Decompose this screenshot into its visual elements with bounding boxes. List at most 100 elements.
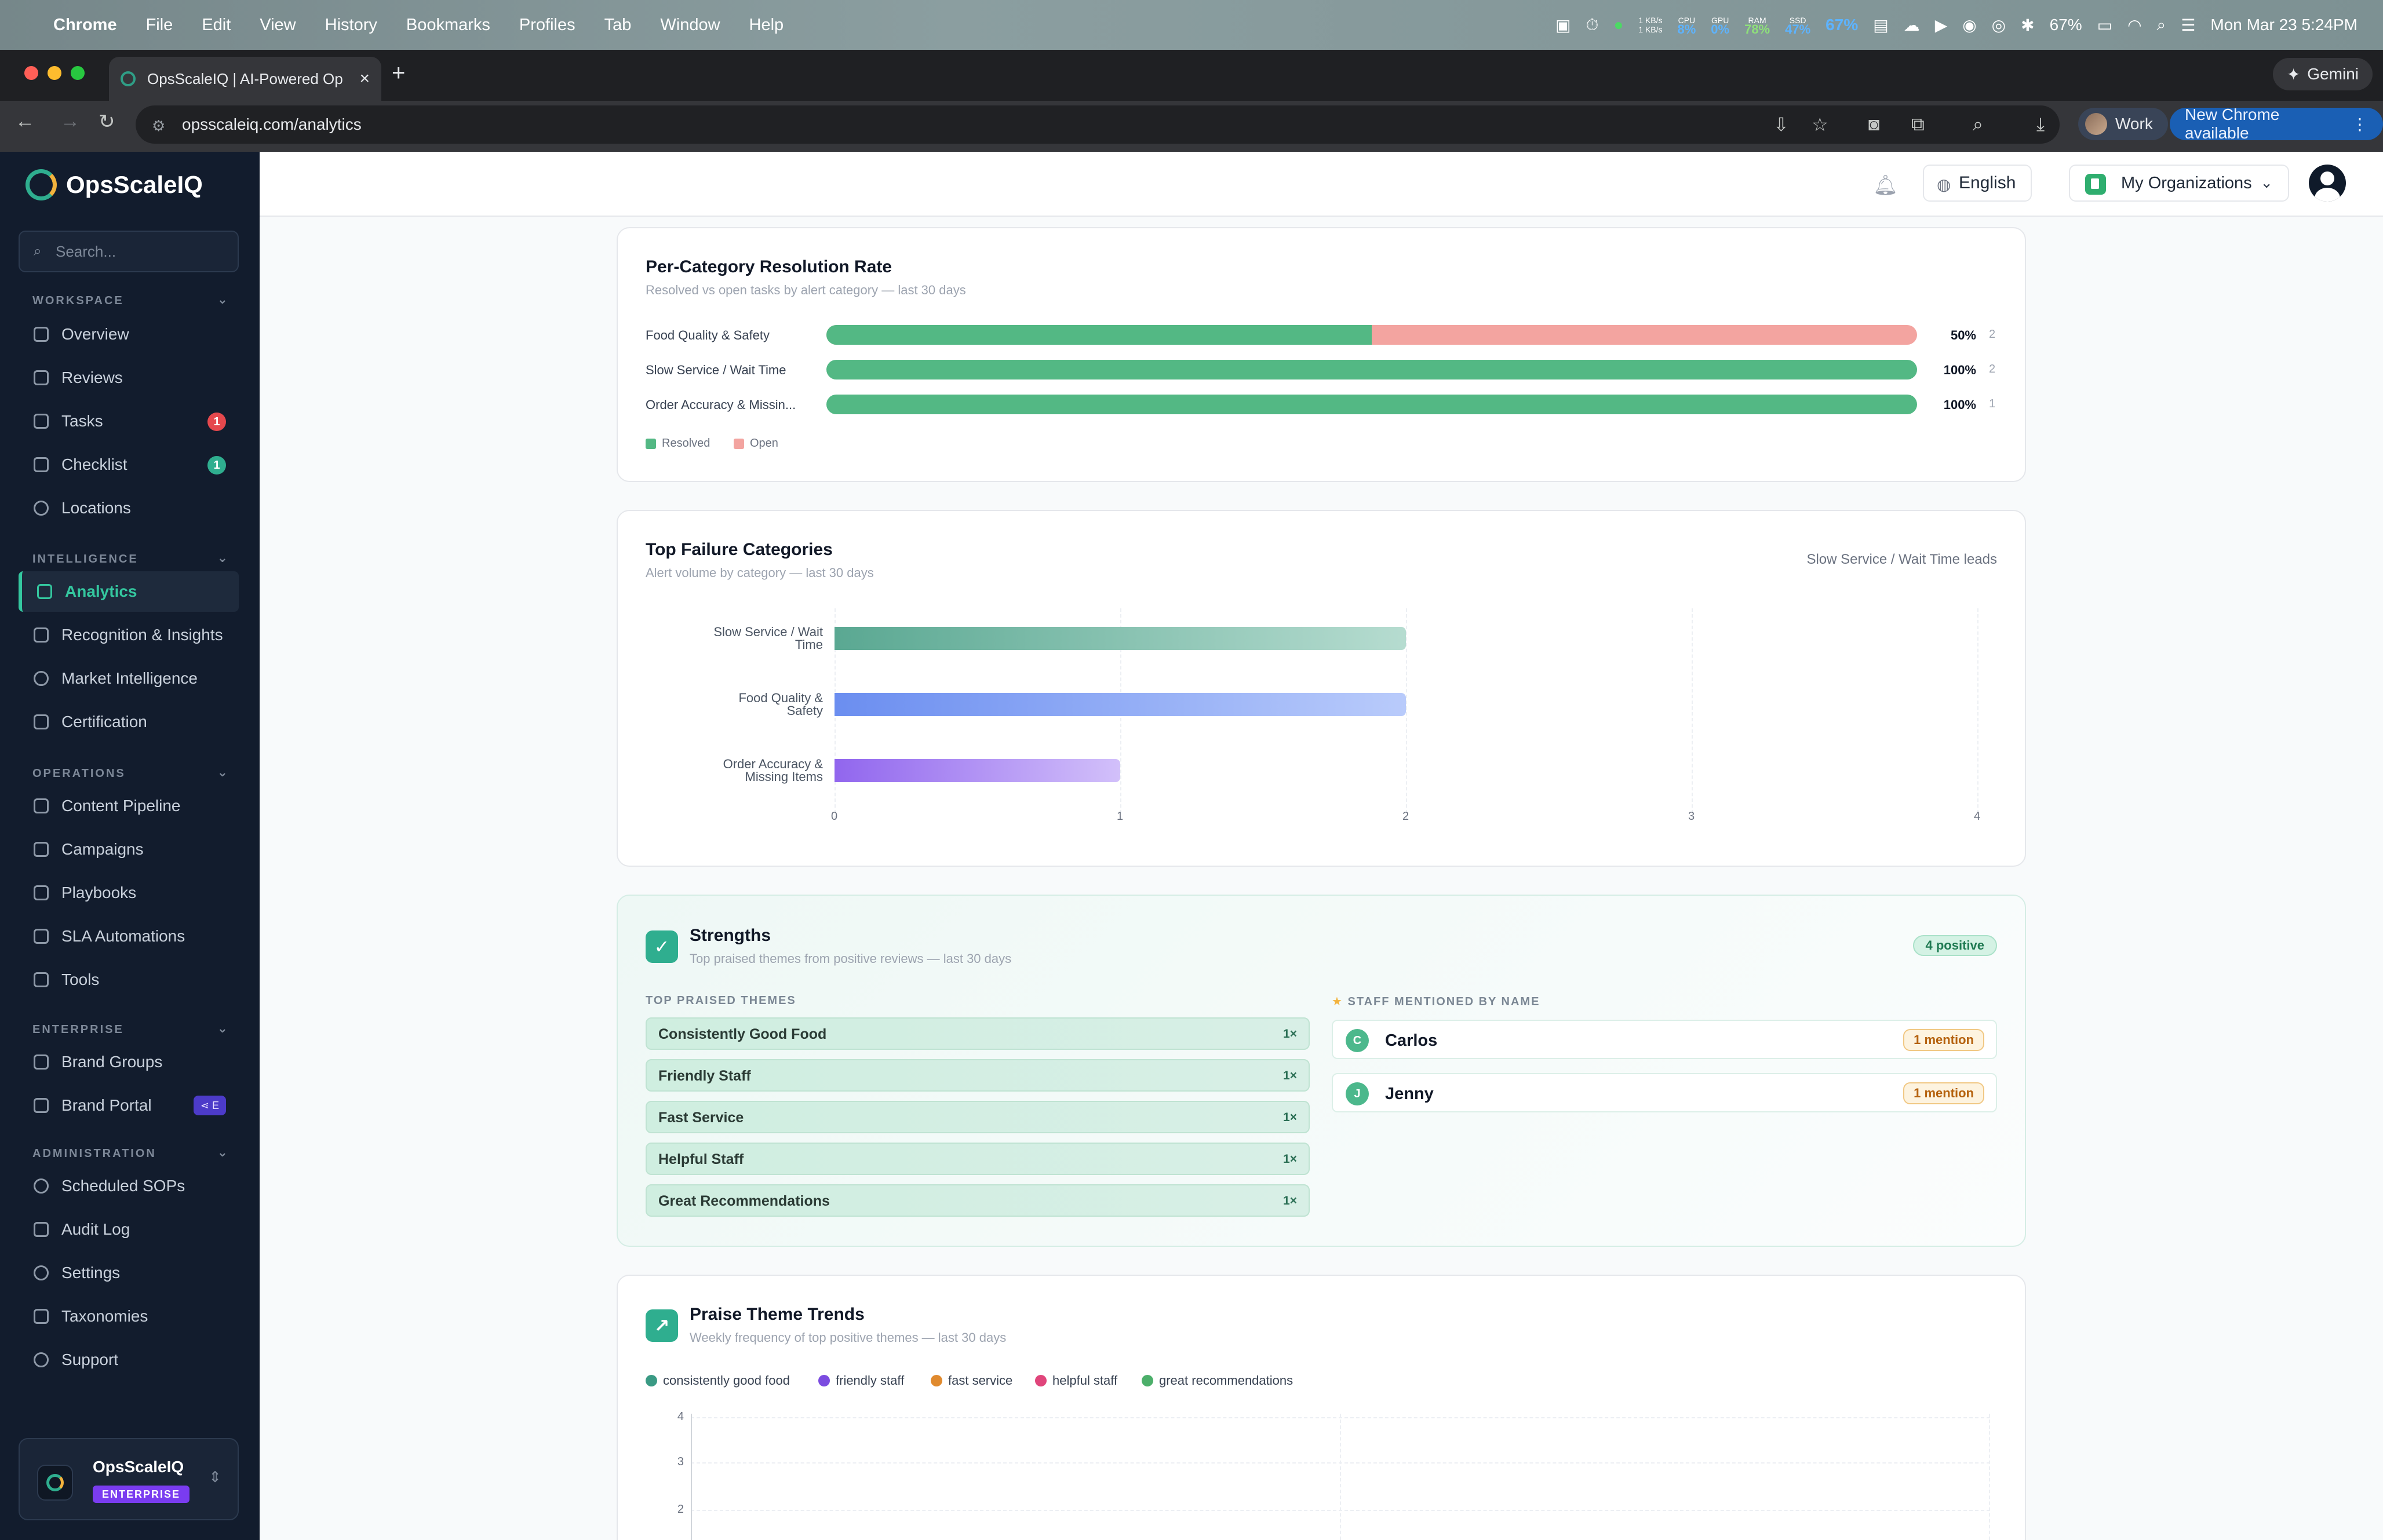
section-intelligence[interactable]: INTELLIGENCE ⌄ bbox=[32, 550, 229, 565]
control-center-icon[interactable]: ☰ bbox=[2181, 16, 2196, 34]
failure-bar[interactable] bbox=[835, 759, 1120, 782]
menu-app-name[interactable]: Chrome bbox=[53, 15, 117, 34]
forward-icon[interactable]: → bbox=[60, 110, 80, 132]
section-enterprise[interactable]: ENTERPRISE ⌄ bbox=[32, 1021, 229, 1036]
legend-swatch bbox=[646, 438, 656, 449]
menu-view[interactable]: View bbox=[260, 15, 296, 34]
install-app-icon[interactable]: ⇩ bbox=[1773, 114, 1789, 135]
update-chrome-button[interactable]: New Chrome available ⋮ bbox=[2170, 105, 2383, 142]
sidebar-item-campaigns[interactable]: Campaigns bbox=[19, 829, 239, 870]
timer-icon[interactable]: ⏱ bbox=[1586, 15, 1599, 34]
tab-favicon-icon bbox=[121, 71, 136, 86]
menu-bookmarks[interactable]: Bookmarks bbox=[406, 15, 490, 34]
sidebar-item-recognition[interactable]: Recognition & Insights bbox=[19, 615, 239, 655]
menu-profiles[interactable]: Profiles bbox=[519, 15, 575, 34]
menu-file[interactable]: File bbox=[145, 15, 173, 34]
menu-window[interactable]: Window bbox=[660, 15, 720, 34]
clock[interactable]: Mon Mar 23 5:24PM bbox=[2210, 16, 2358, 34]
wifi-icon[interactable]: ◠ bbox=[2127, 16, 2142, 34]
section-operations[interactable]: OPERATIONS ⌄ bbox=[32, 765, 229, 780]
menu-edit[interactable]: Edit bbox=[202, 15, 231, 34]
sidebar-item-taxonomies[interactable]: Taxonomies bbox=[19, 1296, 239, 1337]
extra-stat[interactable]: 67% bbox=[1825, 16, 1859, 34]
sidebar-item-brand-groups[interactable]: Brand Groups bbox=[19, 1042, 239, 1082]
user-avatar[interactable] bbox=[2309, 165, 2346, 202]
category-label: Order Accuracy & Missing Items bbox=[723, 757, 823, 784]
sidebar-item-brand-portal[interactable]: Brand Portal ⋖ E bbox=[19, 1085, 239, 1126]
sidebar-item-locations[interactable]: Locations bbox=[19, 488, 239, 528]
failure-categories-card bbox=[617, 510, 2026, 867]
trend-legend-item[interactable]: great recommendations bbox=[1142, 1373, 1293, 1388]
camera-icon[interactable]: ◙ bbox=[1868, 114, 1880, 134]
sidebar-item-analytics[interactable]: Analytics bbox=[19, 571, 239, 612]
menu-history[interactable]: History bbox=[325, 15, 377, 34]
browser-tab-active[interactable]: OpsScaleIQ | AI-Powered Op × bbox=[109, 57, 381, 101]
failure-bar[interactable] bbox=[835, 627, 1406, 650]
reload-icon[interactable]: ↻ bbox=[99, 111, 115, 133]
legend-swatch bbox=[734, 438, 744, 449]
tab-close-icon[interactable]: × bbox=[359, 69, 370, 88]
cpu-stat[interactable]: CPU 8% bbox=[1677, 16, 1696, 37]
back-icon[interactable]: ← bbox=[15, 110, 35, 132]
sidebar-item-audit-log[interactable]: Audit Log bbox=[19, 1209, 239, 1250]
user-circle-icon[interactable]: ◉ bbox=[1962, 16, 1977, 34]
more-vert-icon[interactable]: ⋮ bbox=[2352, 115, 2368, 133]
ram-stat[interactable]: RAM 78% bbox=[1744, 16, 1770, 37]
ssd-stat[interactable]: SSD 47% bbox=[1785, 16, 1811, 37]
close-window-button[interactable] bbox=[24, 66, 38, 80]
sidebar-item-market-intelligence[interactable]: Market Intelligence bbox=[19, 658, 239, 699]
net-stat[interactable]: 1 KB/s 1 KB/s bbox=[1638, 16, 1663, 34]
play-icon[interactable]: ▶ bbox=[1934, 16, 1948, 34]
pipeline-icon bbox=[34, 798, 49, 813]
language-selector[interactable]: ◍ English bbox=[1923, 165, 2032, 202]
org-switcher[interactable]: OpsScaleIQ ENTERPRISE ⇕ bbox=[19, 1438, 239, 1520]
sidebar-item-scheduled-sops[interactable]: Scheduled SOPs bbox=[19, 1166, 239, 1206]
sidebar-item-overview[interactable]: Overview bbox=[19, 314, 239, 355]
trend-legend-item[interactable]: fast service bbox=[931, 1373, 1012, 1388]
menu-tab[interactable]: Tab bbox=[604, 15, 632, 34]
screen-icon[interactable]: ▣ bbox=[1555, 16, 1571, 34]
sidebar-item-sla-automations[interactable]: SLA Automations bbox=[19, 916, 239, 957]
bluetooth-icon[interactable]: ✱ bbox=[2021, 16, 2035, 34]
failure-bar[interactable] bbox=[835, 693, 1406, 716]
trend-legend-item[interactable]: helpful staff bbox=[1035, 1373, 1117, 1388]
sidebar-item-playbooks[interactable]: Playbooks bbox=[19, 873, 239, 913]
organization-selector[interactable]: My Organizations ⌄ bbox=[2069, 165, 2289, 202]
bookmark-star-icon[interactable]: ☆ bbox=[1812, 114, 1828, 135]
extensions-icon[interactable]: ⧉ bbox=[1911, 114, 1925, 134]
address-bar[interactable]: ⚙ opsscaleiq.com/analytics bbox=[136, 105, 2060, 144]
brand-logo[interactable]: OpsScaleIQ bbox=[25, 169, 203, 200]
maximize-window-button[interactable] bbox=[71, 66, 85, 80]
sidebar-item-support[interactable]: Support bbox=[19, 1340, 239, 1380]
sidebar-search-input[interactable]: ⌕ Search... bbox=[19, 231, 239, 272]
tab-search-icon[interactable]: ⌕ bbox=[1973, 114, 1983, 134]
clipboard-icon bbox=[34, 414, 49, 429]
airdrop-icon[interactable]: ◎ bbox=[1991, 16, 2006, 34]
battery-percent[interactable]: 67% bbox=[2049, 16, 2082, 34]
trend-legend-item[interactable]: consistently good food bbox=[646, 1373, 790, 1388]
app-icon[interactable]: ▤ bbox=[1873, 16, 1889, 34]
sidebar-item-checklist[interactable]: Checklist 1 bbox=[19, 444, 239, 485]
sidebar-item-tools[interactable]: Tools bbox=[19, 959, 239, 1000]
sidebar-item-certification[interactable]: Certification bbox=[19, 702, 239, 742]
bell-icon[interactable]: 🔔︎ bbox=[1873, 174, 1899, 196]
trend-legend-item[interactable]: friendly staff bbox=[818, 1373, 904, 1388]
profile-chip[interactable]: Work bbox=[2078, 108, 2168, 140]
downloads-icon[interactable]: ⤓ bbox=[2036, 114, 2045, 134]
minimize-window-button[interactable] bbox=[48, 66, 61, 80]
menu-help[interactable]: Help bbox=[749, 15, 784, 34]
sidebar-item-settings[interactable]: Settings bbox=[19, 1253, 239, 1293]
spotlight-icon[interactable]: ⌕ bbox=[2156, 15, 2166, 34]
battery-icon[interactable]: ▭ bbox=[2097, 16, 2113, 34]
gpu-stat[interactable]: GPU 0% bbox=[1711, 16, 1730, 37]
cloud-icon[interactable]: ☁ bbox=[1903, 16, 1920, 34]
gemini-button[interactable]: ✦ Gemini bbox=[2272, 58, 2373, 90]
section-workspace[interactable]: WORKSPACE ⌄ bbox=[32, 292, 229, 307]
tag-icon bbox=[34, 1309, 49, 1324]
sidebar-item-reviews[interactable]: Reviews bbox=[19, 357, 239, 398]
sidebar-item-content-pipeline[interactable]: Content Pipeline bbox=[19, 786, 239, 826]
site-info-icon[interactable]: ⚙ bbox=[152, 117, 166, 134]
new-tab-icon[interactable]: + bbox=[392, 60, 406, 86]
sidebar-item-tasks[interactable]: Tasks 1 bbox=[19, 401, 239, 441]
section-administration[interactable]: ADMINISTRATION ⌄ bbox=[32, 1145, 229, 1160]
